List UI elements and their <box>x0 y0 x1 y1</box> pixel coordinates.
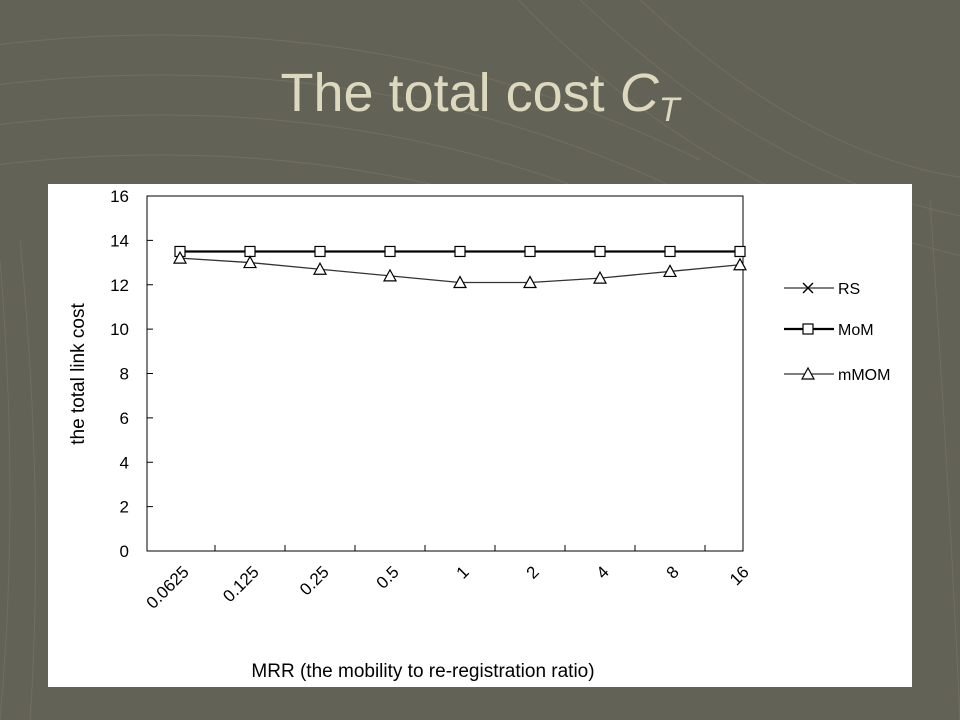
x-tick-label: 0.125 <box>219 562 263 606</box>
data-point-mmom <box>662 264 678 278</box>
y-axis: 0 2 4 6 8 10 12 14 16 <box>110 187 153 561</box>
legend: RS MoM mMOM <box>784 281 890 384</box>
y-tick-label: 0 <box>120 542 129 561</box>
slide-title: The total cost CT <box>0 58 960 145</box>
data-point-mmom <box>452 275 468 289</box>
slide-title-text: The total cost <box>280 63 620 123</box>
data-point-mmom <box>592 270 608 284</box>
x-tick-label: 4 <box>593 562 613 582</box>
y-tick-label: 10 <box>110 320 129 339</box>
x-tick-label: 0.25 <box>296 562 333 599</box>
data-point-mom <box>594 245 606 258</box>
x-axis-label: MRR (the mobility to re-registration rat… <box>251 661 594 682</box>
x-tick-label: 16 <box>726 562 753 589</box>
legend-label: mMOM <box>838 367 890 384</box>
y-tick-label: 2 <box>120 498 129 517</box>
legend-marker <box>800 366 816 380</box>
data-point-mom <box>664 245 676 258</box>
chart-panel: 0 2 4 6 8 10 12 14 16 0.0625 0.125 0.25 0.5 1 2 4 8 16 R… <box>48 184 912 687</box>
x-tick-label: 8 <box>663 562 683 582</box>
x-tick-label: 0.0625 <box>143 562 193 612</box>
legend-marker <box>802 323 814 335</box>
data-point-mom <box>734 245 746 258</box>
data-point-mmom <box>172 250 188 264</box>
x-tick-label: 1 <box>453 562 473 582</box>
data-point-mom <box>454 245 466 258</box>
slide-title-symbol: C <box>619 63 659 123</box>
y-tick-label: 4 <box>120 453 129 472</box>
legend-marker <box>802 282 814 294</box>
legend-label: MoM <box>838 322 874 339</box>
data-point-mmom <box>382 268 398 282</box>
x-tick-label: 2 <box>523 562 543 582</box>
data-point-mmom <box>312 261 328 275</box>
y-axis-label: the total link cost <box>68 303 89 445</box>
y-tick-label: 16 <box>110 187 129 206</box>
data-point-mom <box>524 245 536 258</box>
data-point-mom <box>384 245 396 258</box>
data-point-mmom <box>522 275 538 289</box>
x-axis: 0.0625 0.125 0.25 0.5 1 2 4 8 16 <box>143 545 753 613</box>
plot-frame <box>146 195 744 552</box>
series-mom <box>174 245 746 258</box>
legend-label: RS <box>838 281 860 298</box>
y-tick-label: 12 <box>110 276 129 295</box>
y-tick-label: 6 <box>120 409 129 428</box>
slide-title-subscript: T <box>658 91 680 129</box>
data-point-mmom <box>242 255 258 269</box>
data-point-mom <box>314 245 326 258</box>
y-tick-label: 14 <box>110 231 129 250</box>
data-point-mmom <box>732 257 748 271</box>
series-mmom <box>172 250 748 289</box>
series-lines <box>172 245 748 289</box>
data-point-mom <box>244 245 256 258</box>
x-tick-label: 0.5 <box>373 562 403 592</box>
y-tick-label: 8 <box>120 365 129 384</box>
